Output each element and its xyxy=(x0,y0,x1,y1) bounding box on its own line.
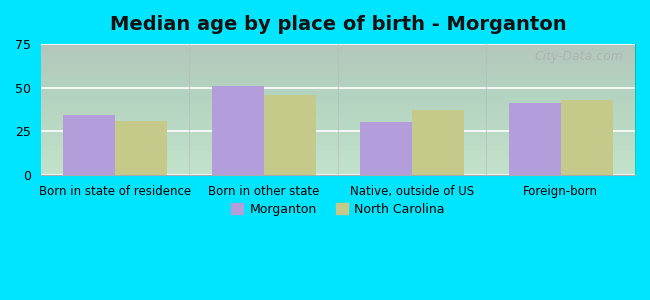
Title: Median age by place of birth - Morganton: Median age by place of birth - Morganton xyxy=(110,15,566,34)
Bar xyxy=(412,110,464,175)
Bar xyxy=(115,121,167,175)
Legend: Morganton, North Carolina: Morganton, North Carolina xyxy=(226,198,450,221)
Bar xyxy=(63,116,115,175)
Bar xyxy=(264,94,316,175)
Text: City-Data.com: City-Data.com xyxy=(534,50,623,63)
Bar xyxy=(360,122,412,175)
Bar xyxy=(561,100,613,175)
Bar xyxy=(212,86,264,175)
Bar xyxy=(509,103,561,175)
